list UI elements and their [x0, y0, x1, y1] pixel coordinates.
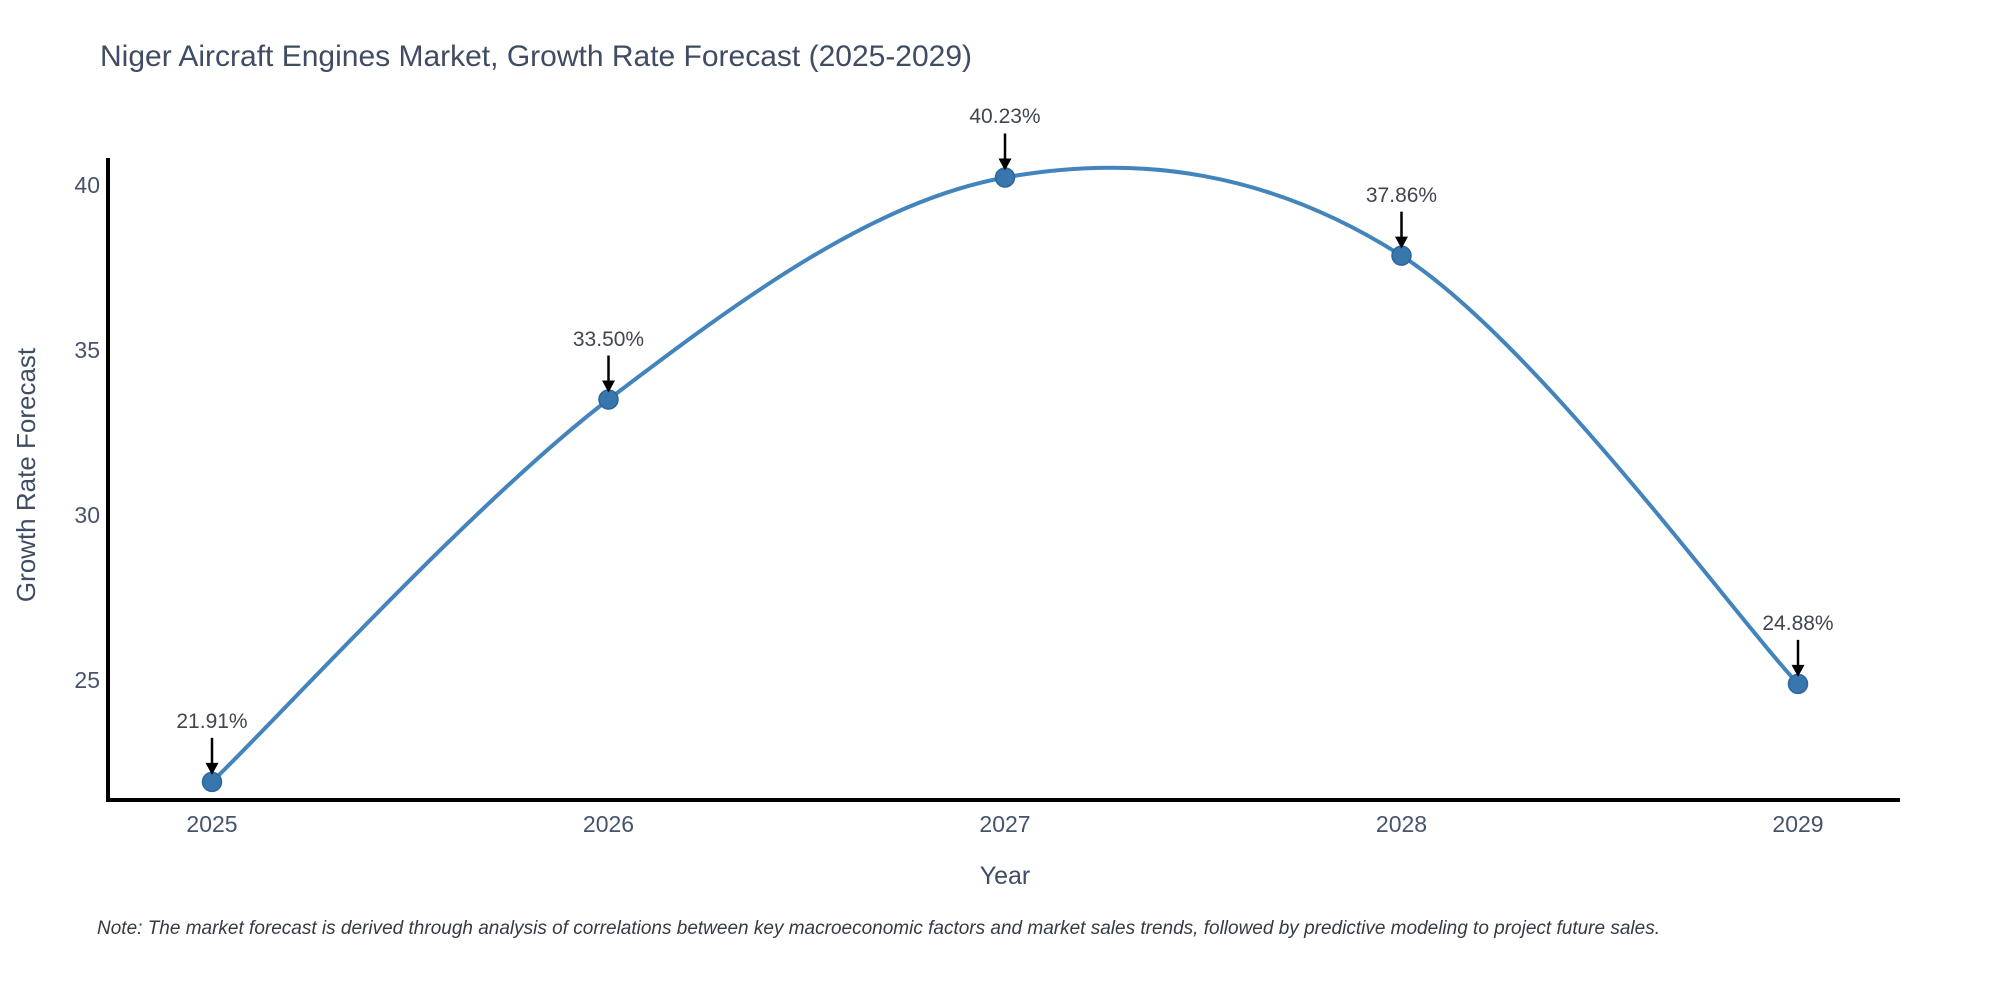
point-value-label: 33.50%: [572, 327, 645, 351]
y-tick-label: 30: [74, 501, 100, 528]
annotation-arrow-head: [1791, 664, 1805, 677]
data-point-marker: [1787, 673, 1809, 695]
data-point-marker: [994, 167, 1016, 188]
annotation-arrow-head: [205, 762, 219, 775]
chart-title: Niger Aircraft Engines Market, Growth Ra…: [100, 40, 973, 73]
point-value-label: 21.91%: [176, 709, 248, 733]
footnote: Note: The market forecast is derived thr…: [97, 918, 1660, 939]
data-point-marker: [1391, 245, 1412, 266]
point-value-label: 37.86%: [1365, 183, 1438, 207]
x-tick-label: 2028: [1375, 811, 1428, 837]
annotation-arrow-head: [1395, 236, 1408, 249]
x-tick-label: 2029: [1772, 811, 1824, 837]
y-tick-label: 35: [74, 337, 100, 364]
x-tick-label: 2027: [979, 811, 1031, 837]
x-tick-label: 2025: [186, 811, 238, 837]
x-tick-label: 2026: [582, 811, 635, 837]
x-axis-title: Year: [979, 862, 1031, 890]
point-value-label: 40.23%: [969, 105, 1041, 129]
annotation-arrow-head: [602, 380, 615, 393]
point-value-label: 24.88%: [1762, 611, 1834, 635]
y-tick-label: 25: [74, 666, 100, 693]
y-tick-label: 40: [74, 172, 100, 199]
forecast-line: [210, 165, 1800, 784]
annotation-arrow-head: [998, 158, 1012, 171]
data-point-marker: [201, 771, 223, 793]
data-point-marker: [598, 389, 619, 410]
